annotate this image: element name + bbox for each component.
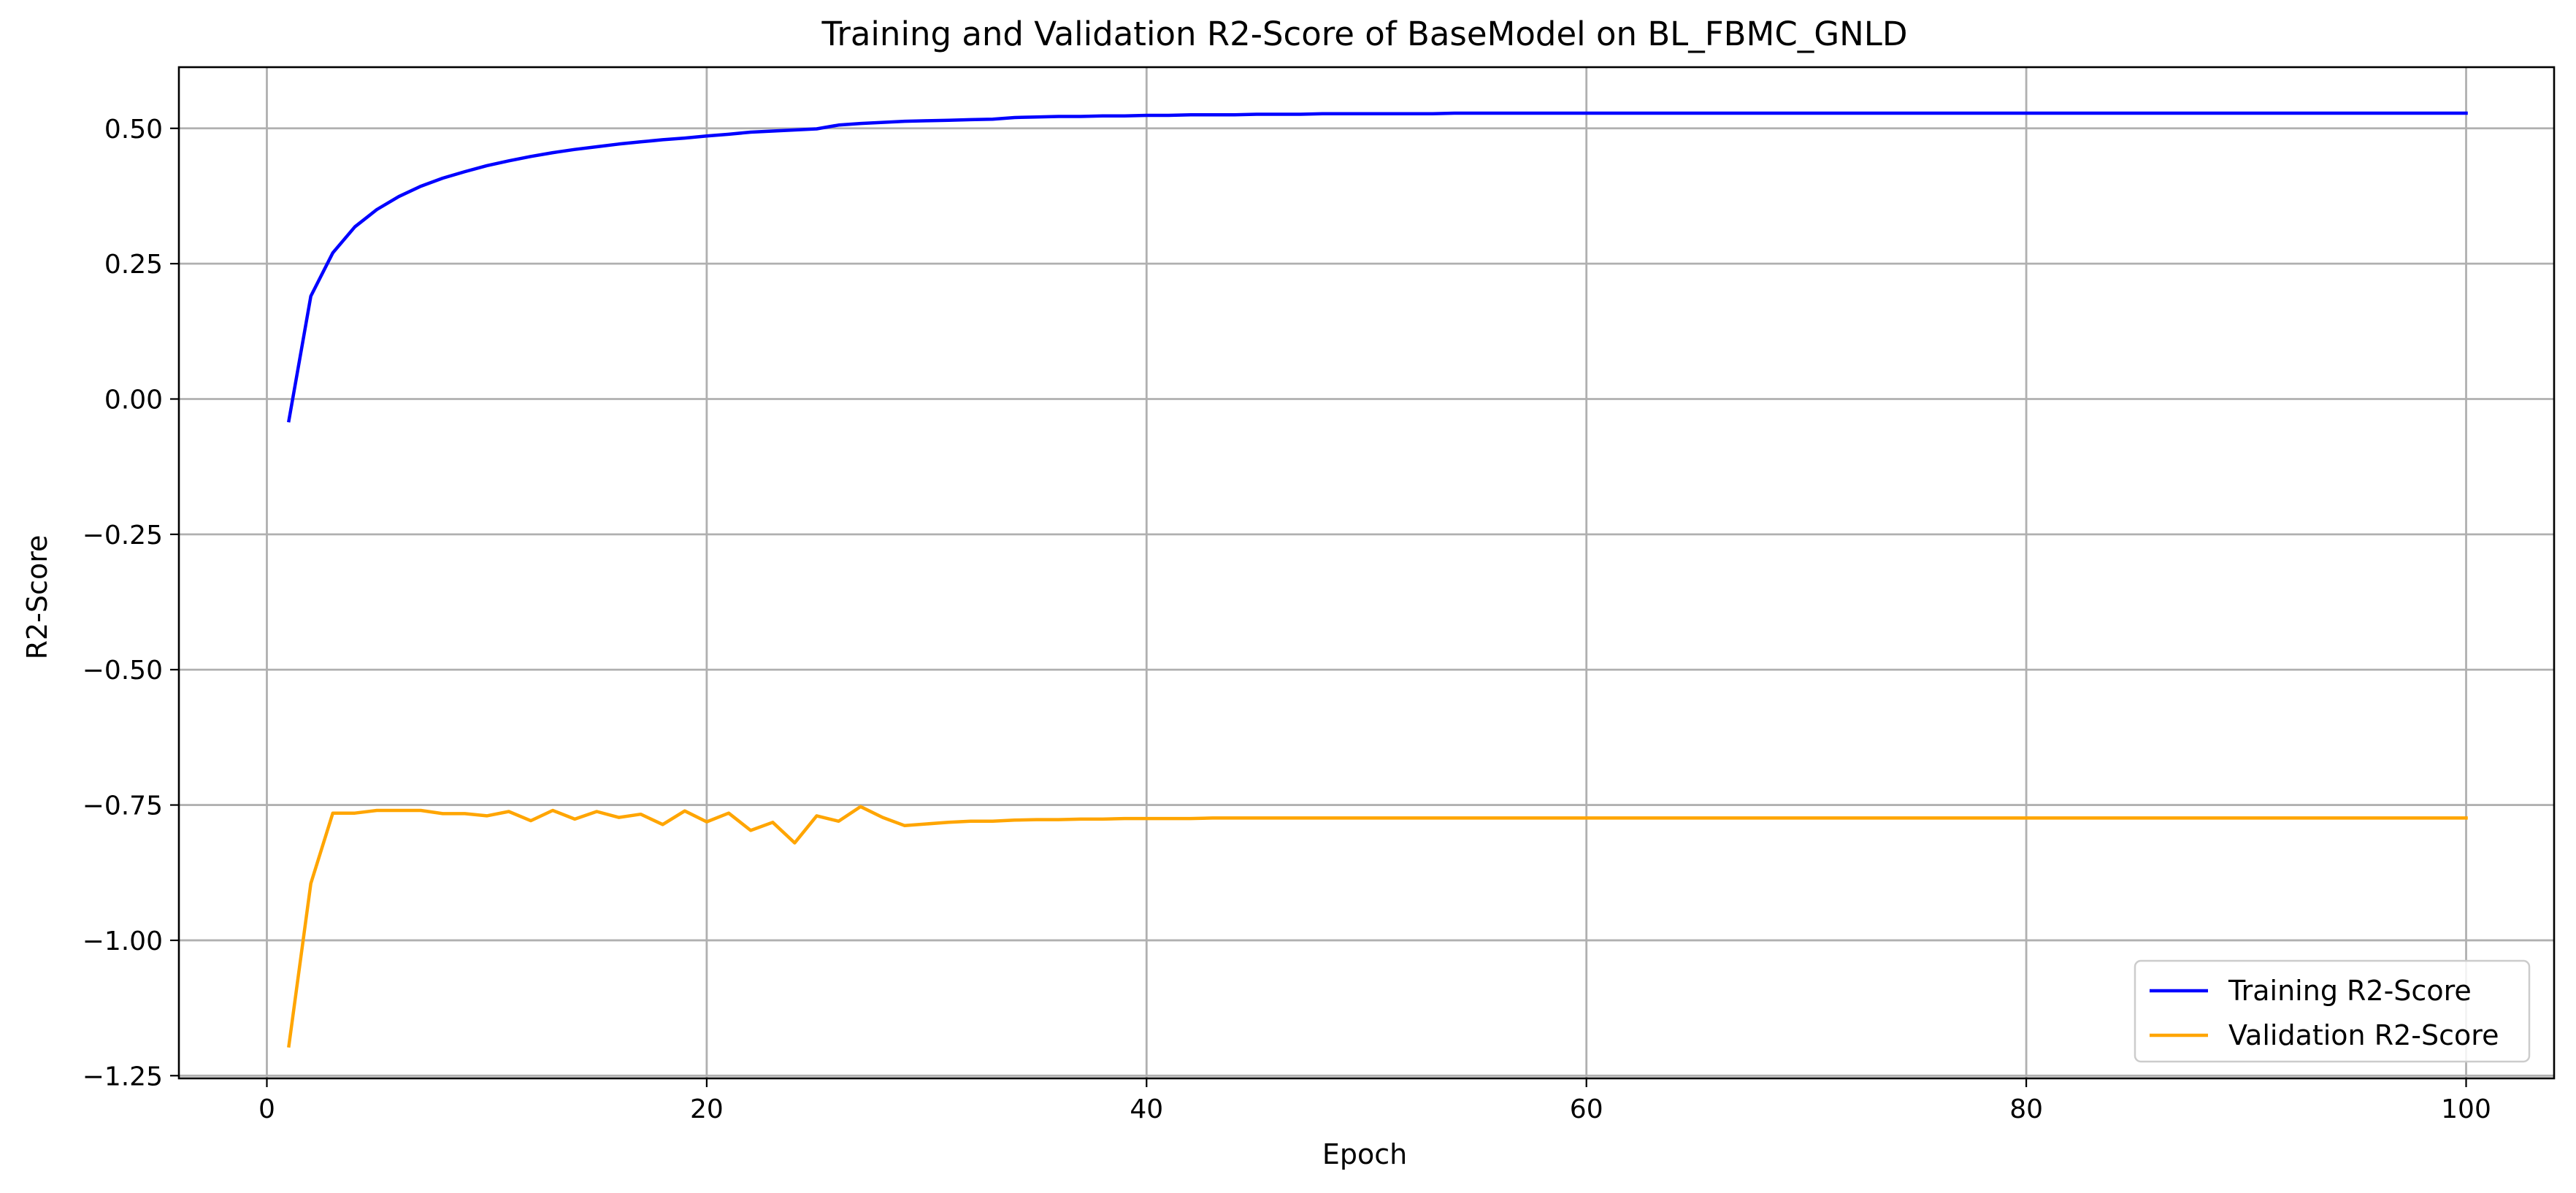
legend-label-validation: Validation R2-Score [2228,1019,2499,1051]
series-lines [286,111,2468,1048]
y-axis-ticks: −1.25 −1.00 −0.75 −0.50 −0.25 0.00 0.25 0.50 [83,115,179,1092]
x-axis-ticks: 0 20 40 60 80 100 [258,1078,2491,1124]
x-tick-label: 80 [2009,1094,2043,1124]
plot-frame [177,66,2556,1080]
y-tick-label: −1.00 [83,927,163,956]
x-axis-label: Epoch [1322,1138,1407,1170]
x-tick-label: 40 [1130,1094,1163,1124]
x-tick-label: 20 [690,1094,724,1124]
y-tick-label: 0.50 [104,115,163,145]
legend: Training R2-Score Validation R2-Score [2134,959,2531,1063]
legend-box [2134,959,2531,1063]
y-tick-label: −1.25 [83,1062,163,1092]
y-tick-label: 0.00 [104,385,163,415]
y-tick-label: −0.25 [83,521,163,551]
validation-series-line [287,805,2468,1048]
y-tick-label: 0.25 [104,250,163,280]
x-tick-label: 60 [1570,1094,1603,1124]
chart-title: Training and Validation R2-Score of Base… [821,15,1907,53]
legend-label-training: Training R2-Score [2228,975,2472,1007]
grid-lines [179,67,2554,1078]
x-tick-label: 100 [2441,1094,2491,1124]
x-tick-label: 0 [258,1094,275,1124]
y-tick-label: −0.50 [83,656,163,686]
y-axis-label: R2-Score [21,535,53,660]
y-tick-label: −0.75 [83,791,163,821]
training-series-line [286,111,2468,423]
plot-area [177,66,2556,1080]
